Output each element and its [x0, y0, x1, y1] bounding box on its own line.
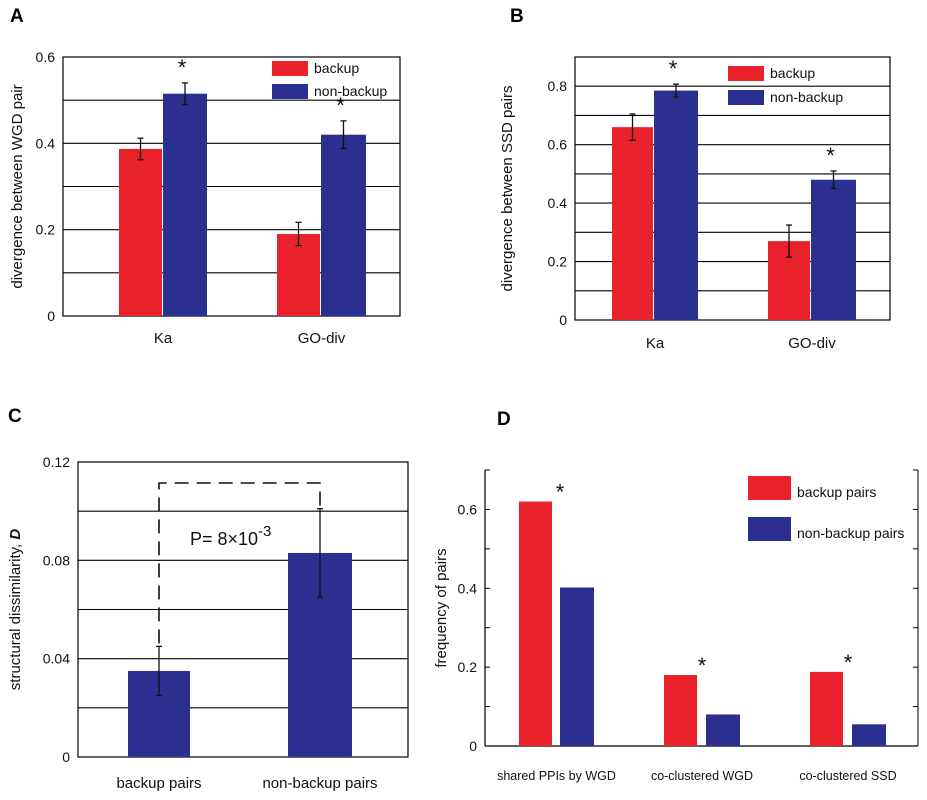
legend-label-backup: backup — [770, 65, 815, 81]
y-axis-label: structural dissimilarity, D — [7, 529, 24, 691]
bar-backup-1 — [119, 148, 162, 316]
y-tick-label: 0.2 — [36, 222, 56, 238]
bar-non-backup-pairs-1 — [560, 587, 594, 746]
y-axis-label: divergence between SSD pairs — [499, 86, 516, 292]
panel-letter: D — [497, 409, 511, 430]
y-tick-label: 0 — [559, 312, 567, 328]
legend-label-non-backup: non-backup — [770, 89, 843, 105]
bar-backup-pairs-1 — [519, 501, 552, 746]
legend-label-backup-pairs: backup pairs — [797, 484, 876, 500]
bar-non-backup-1 — [654, 90, 698, 320]
y-tick-label: 0.08 — [43, 552, 70, 568]
y-tick-label: 0.2 — [458, 659, 478, 675]
significance-star: * — [826, 143, 835, 168]
bar-non-backup-2 — [321, 134, 366, 316]
legend-label-non-backup-pairs: non-backup pairs — [797, 525, 904, 541]
bar-backup-pairs-3 — [810, 671, 843, 746]
y-axis-label: divergence between WGD pair — [9, 84, 26, 288]
bar-non-backup-1 — [163, 93, 207, 316]
y-tick-label: 0.2 — [548, 254, 568, 270]
panel-a: A 0 0.2 0.4 0.6 divergence between WGD pair * K… — [9, 6, 401, 347]
y-tick-label: 0.04 — [43, 651, 70, 667]
y-tick-label: 0.4 — [548, 195, 568, 211]
bar-backup-pairs-2 — [664, 675, 697, 746]
panel-c: C 0 0.04 0.08 0.12 structural dissimilarity, … — [7, 406, 409, 792]
p-value-exponent: -3 — [258, 523, 271, 540]
y-tick-label: 0.6 — [36, 49, 56, 65]
legend-swatch-backup — [272, 61, 308, 76]
y-tick-label: 0.4 — [458, 580, 478, 596]
legend-swatch-non-backup-pairs — [748, 517, 791, 541]
category-label: co-clustered SSD — [799, 769, 896, 783]
y-tick-label: 0 — [469, 738, 477, 754]
significance-star: * — [698, 653, 707, 678]
category-label: backup pairs — [116, 775, 201, 792]
p-value-annotation: P= 8×10-3 — [190, 523, 271, 549]
y-tick-label: 0.4 — [36, 135, 56, 151]
category-label: GO-div — [298, 330, 346, 347]
plot-frame — [574, 56, 891, 321]
significance-star: * — [556, 480, 565, 505]
legend-swatch-backup-pairs — [748, 476, 791, 500]
y-axis-label-symbol: D — [7, 529, 24, 544]
legend-swatch-non-backup — [272, 84, 308, 99]
y-tick-label: 0 — [62, 749, 70, 765]
y-tick-label: 0.8 — [548, 78, 568, 94]
y-tick-label: 0.6 — [458, 501, 478, 517]
panel-b: B 0 0.2 0.4 0.6 0.8 divergence between SSD pai… — [499, 6, 891, 352]
significance-star: * — [669, 56, 678, 81]
legend-label-backup: backup — [314, 60, 359, 76]
panel-letter: C — [8, 406, 22, 427]
category-label: Ka — [646, 335, 665, 352]
panel-d: D 0 0.2 0.4 0.6 frequency of pairs * shared PPI… — [433, 409, 919, 783]
category-label: Ka — [154, 330, 173, 347]
bar-non-backup-2 — [811, 179, 856, 320]
bar-backup-1 — [612, 127, 653, 320]
panel-letter: A — [10, 6, 24, 27]
bar-backup-2 — [277, 233, 320, 316]
y-tick-label: 0 — [47, 308, 55, 324]
significance-bracket — [158, 482, 321, 644]
bar-non-backup-pairs-2 — [706, 714, 740, 746]
significance-star: * — [844, 650, 853, 675]
panel-letter: B — [510, 6, 524, 27]
significance-star: * — [178, 55, 187, 80]
category-label: non-backup pairs — [262, 775, 377, 792]
category-label: shared PPIs by WGD — [497, 769, 616, 783]
category-label: co-clustered WGD — [651, 769, 753, 783]
bar-non-backup-pairs-3 — [852, 724, 886, 746]
significance-star: * — [336, 93, 345, 118]
legend-label-non-backup: non-backup — [314, 83, 387, 99]
category-label: GO-div — [788, 335, 836, 352]
y-tick-label: 0.12 — [43, 454, 70, 470]
legend-swatch-non-backup — [728, 90, 764, 105]
y-axis-label: frequency of pairs — [433, 548, 450, 667]
legend-swatch-backup — [728, 66, 764, 81]
y-tick-label: 0.6 — [548, 137, 568, 153]
